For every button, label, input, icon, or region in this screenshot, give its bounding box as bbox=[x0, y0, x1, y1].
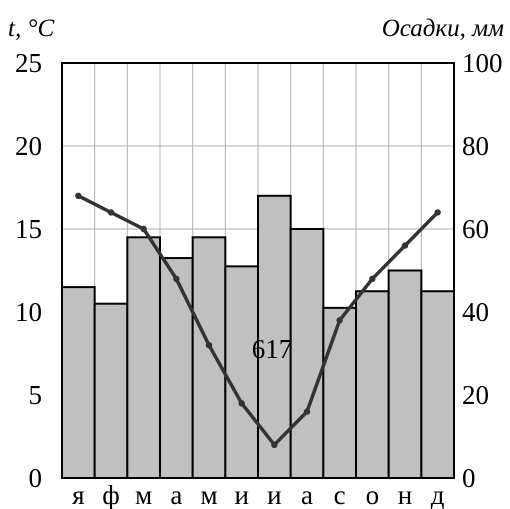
month-label: ф bbox=[102, 480, 120, 509]
left-tick-label: 20 bbox=[15, 131, 42, 161]
month-label: а bbox=[170, 480, 182, 509]
precipitation-bar bbox=[93, 302, 129, 480]
temperature-line-path bbox=[77, 194, 439, 447]
precipitation-bar bbox=[322, 306, 358, 479]
left-axis-title: t, °C bbox=[8, 15, 54, 42]
right-tick-label: 80 bbox=[462, 131, 489, 161]
right-tick-label: 60 bbox=[462, 214, 489, 244]
month-label: и bbox=[234, 480, 248, 509]
temperature-line bbox=[75, 192, 441, 448]
month-label: н bbox=[398, 480, 412, 509]
precipitation-bar bbox=[159, 257, 194, 479]
left-tick-label: 10 bbox=[15, 297, 42, 327]
month-label: с bbox=[334, 480, 346, 509]
temperature-point bbox=[238, 400, 245, 407]
right-tick-label: 0 bbox=[462, 463, 476, 493]
precipitation-bar bbox=[289, 228, 325, 479]
right-axis-title: Осадки, мм bbox=[382, 15, 504, 42]
left-tick-label: 5 bbox=[29, 380, 43, 410]
temperature-point bbox=[336, 317, 343, 324]
precipitation-bar bbox=[420, 290, 456, 479]
precipitation-bars bbox=[61, 194, 456, 480]
annual-precipitation-label: 617 bbox=[252, 334, 293, 364]
temperature-point bbox=[271, 441, 278, 448]
left-tick-label: 25 bbox=[15, 48, 42, 78]
left-tick-label: 0 bbox=[29, 463, 43, 493]
precipitation-bar bbox=[61, 286, 96, 479]
temperature-point bbox=[434, 209, 441, 216]
right-tick-label: 40 bbox=[462, 297, 489, 327]
precipitation-bar bbox=[191, 236, 227, 479]
temperature-point bbox=[205, 342, 213, 349]
precipitation-bar bbox=[126, 236, 162, 479]
month-label: и bbox=[267, 480, 281, 509]
precipitation-bar bbox=[224, 265, 259, 479]
left-tick-label: 15 bbox=[15, 214, 42, 244]
month-label: м bbox=[135, 480, 152, 509]
temperature-point bbox=[173, 275, 180, 282]
month-label: о bbox=[366, 480, 380, 509]
temperature-point bbox=[401, 242, 409, 249]
month-label: м bbox=[200, 480, 217, 509]
precipitation-bar bbox=[355, 290, 390, 479]
month-label: я bbox=[72, 480, 84, 509]
precipitation-bar bbox=[387, 269, 423, 479]
right-tick-label: 20 bbox=[462, 380, 489, 410]
month-label: д bbox=[431, 480, 445, 509]
temperature-point bbox=[107, 209, 115, 216]
temperature-point bbox=[140, 225, 147, 233]
right-tick-label: 100 bbox=[462, 48, 503, 78]
month-label: а bbox=[301, 480, 313, 509]
temperature-point bbox=[369, 275, 376, 282]
temperature-point bbox=[303, 408, 311, 415]
temperature-point bbox=[75, 192, 82, 199]
